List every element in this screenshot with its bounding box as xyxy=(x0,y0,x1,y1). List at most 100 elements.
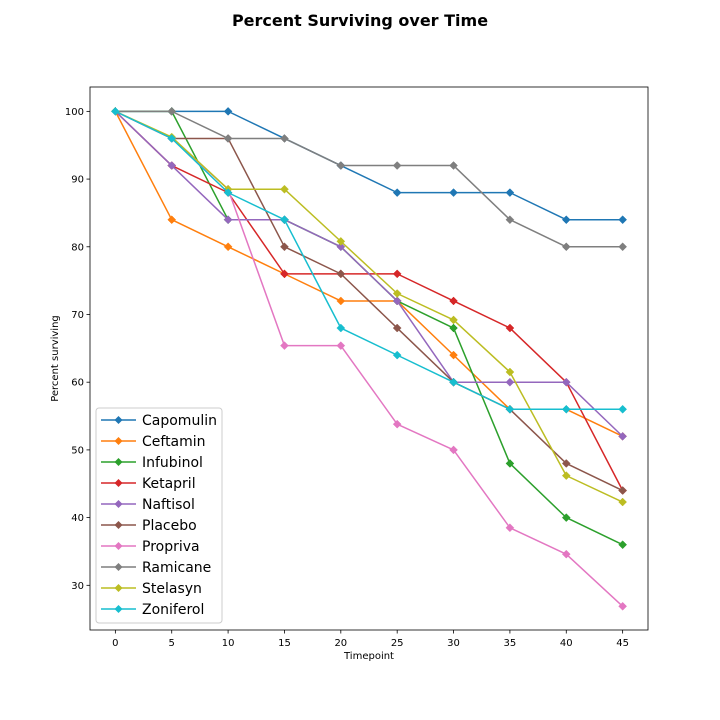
legend-swatch-marker xyxy=(114,479,123,487)
data-point-propriva xyxy=(505,523,515,533)
legend-label: Placebo xyxy=(142,518,197,534)
x-tick-label: 15 xyxy=(278,638,291,649)
series-line-ramicane xyxy=(115,110,623,248)
series-ramicane xyxy=(111,107,627,252)
legend-swatch-marker xyxy=(114,458,123,466)
data-point-stelasyn xyxy=(561,471,571,480)
y-tick-label: 80 xyxy=(71,242,84,253)
data-point-ketapril xyxy=(505,323,515,333)
y-tick-label: 70 xyxy=(71,310,84,321)
series-zoniferol xyxy=(111,107,627,414)
data-point-zoniferol xyxy=(392,350,402,360)
data-point-ramicane xyxy=(505,215,515,225)
legend-swatch-marker xyxy=(114,563,123,571)
legend-label: Stelasyn xyxy=(142,581,202,597)
legend-item-propriva: Propriva xyxy=(101,539,200,555)
data-point-zoniferol xyxy=(167,134,177,143)
data-point-ramicane xyxy=(449,161,458,170)
x-tick-label: 45 xyxy=(616,638,629,649)
x-tick-label: 25 xyxy=(391,638,404,649)
y-tick-label: 90 xyxy=(71,175,84,186)
data-point-ramicane xyxy=(167,107,177,116)
legend-item-stelasyn: Stelasyn xyxy=(101,581,202,597)
data-point-capomulin xyxy=(618,215,627,225)
data-point-ceftamin xyxy=(336,296,346,306)
data-point-placebo xyxy=(336,269,346,279)
data-point-ramicane xyxy=(223,134,233,143)
y-axis-label: Percent surviving xyxy=(50,315,61,402)
plot-frame xyxy=(89,86,649,631)
x-tick-label: 40 xyxy=(560,638,573,649)
data-point-naftisol xyxy=(505,377,515,387)
data-point-ceftamin xyxy=(167,215,177,225)
data-point-ketapril xyxy=(392,269,402,279)
data-point-propriva xyxy=(280,341,289,350)
legend-item-ramicane: Ramicane xyxy=(101,560,211,576)
data-point-zoniferol xyxy=(280,215,289,225)
chart-title: Percent Surviving over Time xyxy=(232,11,488,30)
data-point-stelasyn xyxy=(280,184,289,194)
legend-label: Ceftamin xyxy=(142,434,206,450)
data-point-propriva xyxy=(561,549,571,559)
data-point-infubinol xyxy=(449,323,458,333)
data-point-zoniferol xyxy=(223,188,233,197)
legend-item-zoniferol: Zoniferol xyxy=(101,602,204,618)
data-point-placebo xyxy=(392,323,402,333)
x-tick-label: 0 xyxy=(112,638,118,649)
data-point-stelasyn xyxy=(336,237,346,246)
data-point-capomulin xyxy=(223,107,233,116)
y-tick-label: 60 xyxy=(71,378,84,389)
legend-label: Ramicane xyxy=(142,560,211,576)
x-tick-label: 10 xyxy=(222,638,235,649)
legend-swatch-marker xyxy=(114,521,123,529)
data-point-capomulin xyxy=(561,215,571,225)
legend-swatch-marker xyxy=(114,416,123,424)
data-point-infubinol xyxy=(505,459,515,468)
x-tick-label: 30 xyxy=(447,638,460,649)
data-point-stelasyn xyxy=(449,315,458,325)
data-point-naftisol xyxy=(561,377,571,387)
series-line-naftisol xyxy=(114,110,624,437)
series-line-capomulin xyxy=(115,110,623,221)
data-point-stelasyn xyxy=(618,497,627,507)
legend-item-infubinol: Infubinol xyxy=(101,455,203,471)
data-point-ramicane xyxy=(392,161,402,170)
data-point-placebo xyxy=(561,459,571,468)
legend: Capomulin Ceftamin Infubinol Ketapril Naftis… xyxy=(95,407,223,624)
legend-item-capomulin: Capomulin xyxy=(101,413,217,429)
data-point-stelasyn xyxy=(392,289,402,298)
x-tick-label: 5 xyxy=(169,638,175,649)
series-line-stelasyn xyxy=(115,110,623,503)
data-point-naftisol xyxy=(392,296,402,306)
legend-swatch-marker xyxy=(114,584,123,592)
data-point-propriva xyxy=(392,419,402,429)
data-point-propriva xyxy=(449,445,458,455)
legend-label: Zoniferol xyxy=(142,602,204,618)
data-point-infubinol xyxy=(561,513,571,522)
y-tick-label: 40 xyxy=(71,513,84,524)
data-point-ramicane xyxy=(280,134,289,143)
x-axis-label: Timepoint xyxy=(343,651,394,662)
series-layer xyxy=(111,107,627,611)
legend-swatch-marker xyxy=(114,542,123,550)
series-naftisol xyxy=(111,107,627,441)
legend-item-ketapril: Ketapril xyxy=(101,476,196,492)
data-point-zoniferol xyxy=(111,107,120,116)
y-axis: 30 40 50 60 70 80 90 100 xyxy=(65,107,90,592)
data-point-capomulin xyxy=(392,188,402,197)
data-point-capomulin xyxy=(505,188,515,197)
data-point-ramicane xyxy=(561,242,571,252)
data-point-capomulin xyxy=(449,188,458,197)
data-point-zoniferol xyxy=(449,377,458,387)
legend-swatch-marker xyxy=(114,500,123,508)
data-point-naftisol xyxy=(618,432,627,441)
data-point-naftisol xyxy=(336,242,346,252)
data-point-ketapril xyxy=(280,269,289,279)
data-point-infubinol xyxy=(618,540,627,550)
y-tick-label: 100 xyxy=(65,107,84,118)
legend-item-ceftamin: Ceftamin xyxy=(101,434,206,450)
series-line-zoniferol xyxy=(115,110,623,411)
legend-swatch-marker xyxy=(114,605,123,613)
